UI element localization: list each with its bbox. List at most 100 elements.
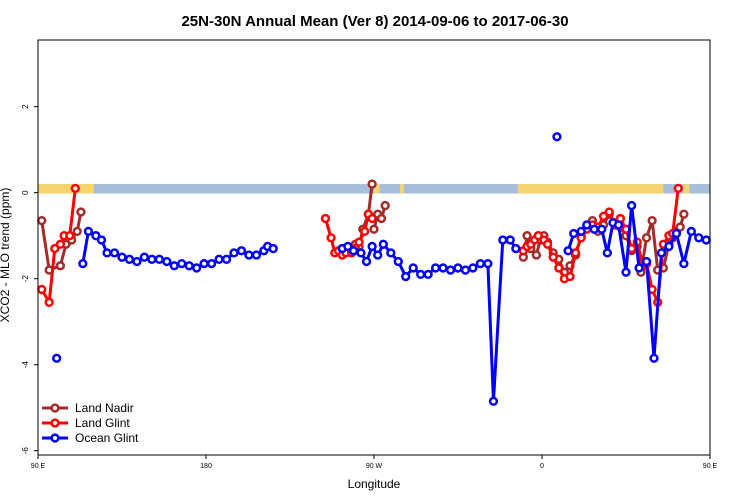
land-glint-point [548, 252, 558, 262]
ocean-glint-point [641, 256, 652, 267]
ocean-glint-point [236, 246, 247, 256]
legend-item-land-glint: Land Glint [42, 416, 130, 430]
legend-swatch-marker [50, 403, 60, 413]
ocean-glint-point [511, 243, 521, 254]
ocean-glint-point [438, 263, 448, 273]
land-nadir-point [647, 215, 657, 226]
ocean-glint-point [445, 265, 456, 275]
land-glint-point [570, 248, 581, 258]
land-band [683, 184, 690, 194]
ocean-glint-point [132, 256, 142, 267]
ocean-glint-point [621, 267, 631, 277]
ocean-glint-point [634, 263, 644, 273]
land-glint-point [326, 233, 336, 243]
ocean-glint-point [626, 200, 637, 211]
chart-title: 25N-30N Annual Mean (Ver 8) 2014-09-06 t… [181, 13, 568, 30]
legend-label: Ocean Glint [75, 431, 139, 445]
ocean-glint-point [582, 220, 592, 230]
land-nadir-point [522, 231, 532, 241]
legend-swatch-marker [50, 433, 60, 443]
ocean-glint-point [244, 250, 254, 260]
ocean-glint-point [468, 263, 478, 273]
ocean-glint-point [177, 258, 187, 269]
ocean-glint-point [671, 228, 682, 239]
ocean-glint-point [124, 254, 135, 264]
land-ocean-mask-band [38, 184, 710, 194]
ocean-glint-point [597, 224, 607, 234]
ocean-glint-point [268, 243, 278, 254]
ocean-glint-point [488, 396, 499, 406]
ocean-glint-point [162, 256, 172, 267]
y-tick-label: -6 [21, 447, 30, 455]
ocean-glint-point [229, 248, 239, 258]
ocean-glint-point [552, 132, 562, 142]
series-ocean-glint [52, 132, 711, 406]
x-tick-label: 90 E [703, 463, 718, 470]
ocean-glint-point [102, 248, 112, 258]
land-glint-point [50, 243, 60, 254]
ocean-glint-point [686, 226, 696, 237]
ocean-glint-point [192, 263, 202, 273]
land-band [374, 184, 380, 194]
ocean-glint-point [613, 220, 624, 230]
x-tick-label: 90 W [366, 463, 383, 470]
ocean-glint-point [393, 256, 403, 267]
ocean-glint-point [169, 261, 179, 271]
y-axis: 2 0 -2 -4 -6 [21, 104, 38, 454]
ocean-glint-point [430, 263, 441, 273]
land-glint-point [70, 183, 80, 194]
ocean-glint-point [679, 258, 689, 269]
ocean-glint-point [206, 258, 217, 269]
land-nadir-point [37, 215, 47, 226]
land-glint-point [55, 239, 66, 249]
ocean-glint-point [460, 265, 471, 275]
ocean-glint-point [96, 235, 107, 245]
land-nadir-point [367, 179, 377, 189]
land-glint-point [367, 213, 377, 224]
ocean-glint-point [83, 226, 94, 237]
y-tick-label: 2 [21, 104, 30, 109]
ocean-glint-point [475, 258, 486, 269]
ocean-glint-point [602, 248, 612, 258]
ocean-glint-point [367, 241, 377, 252]
land-nadir-point [369, 224, 379, 234]
x-tick-label: 90 E [31, 463, 46, 470]
ocean-glint-point [214, 254, 224, 264]
land-glint-point [565, 271, 575, 282]
land-nadir-point [641, 233, 652, 243]
ocean-glint-point [91, 231, 101, 241]
land-nadir-point [380, 200, 390, 211]
y-axis-label: XCO2 - MLO trend (ppm) [0, 188, 12, 323]
land-glint-point [320, 213, 331, 224]
land-glint-point [37, 284, 47, 295]
ocean-glint-point [656, 248, 667, 258]
land-nadir-point [679, 209, 689, 219]
land-glint-point [360, 226, 370, 237]
land-nadir-point [72, 226, 82, 237]
ocean-glint-point [361, 256, 372, 267]
ocean-glint-point [408, 263, 418, 273]
ocean-glint-point [184, 261, 194, 271]
land-glint-point [354, 237, 364, 247]
x-axis-label: Longitude [348, 477, 401, 491]
ocean-glint-point [378, 239, 388, 249]
ocean-glint-point [453, 263, 463, 273]
land-nadir-point [675, 222, 685, 232]
ocean-glint-point [694, 233, 704, 243]
land-glint-point [598, 211, 609, 221]
series-layer [37, 132, 711, 406]
land-nadir-point [531, 250, 542, 260]
ocean-glint-point [78, 258, 88, 269]
x-tick-label: 180 [200, 463, 212, 470]
land-nadir-point [55, 261, 66, 271]
y-tick-label: -4 [21, 361, 30, 369]
ocean-glint-point [139, 252, 150, 262]
land-nadir-point [376, 213, 387, 224]
legend-label: Land Glint [75, 416, 130, 430]
ocean-glint-point [348, 246, 359, 256]
land-glint-point [554, 263, 564, 273]
legend-label: Land Nadir [75, 401, 134, 415]
ocean-glint-point [251, 250, 262, 260]
ocean-glint-point [343, 241, 353, 252]
ocean-glint-point [701, 235, 711, 245]
